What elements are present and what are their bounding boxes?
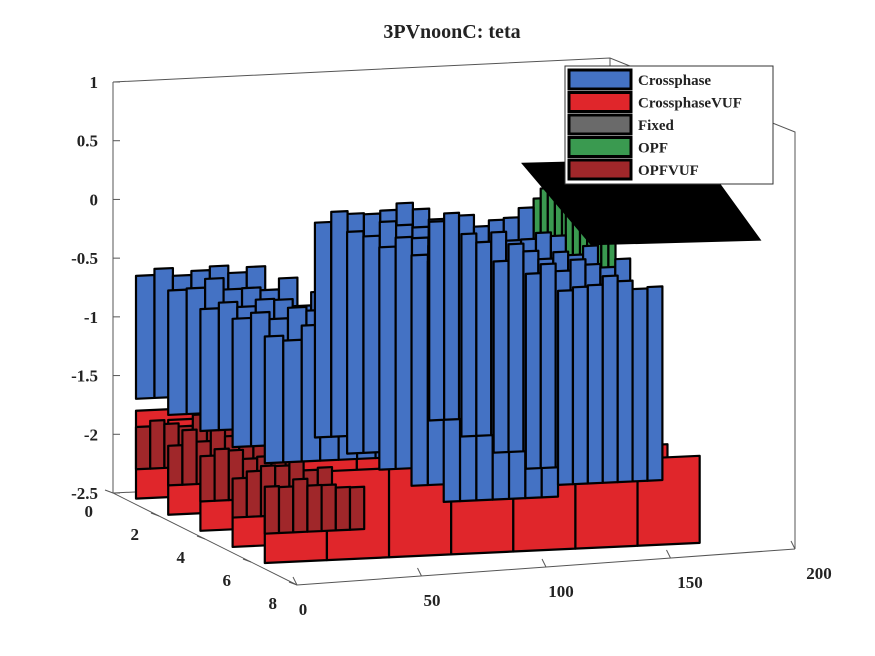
surface-patch [282,338,303,464]
surface-patch [571,285,589,486]
legend-entry: OPFVUF [638,163,699,179]
x-tick-mark [292,576,298,586]
x-tick-label: 0 [299,600,308,619]
surface-patch [181,428,198,486]
surface-patch [149,419,166,470]
surface-patch [443,211,461,421]
surface-patch [134,273,156,400]
surface-patch [306,483,323,533]
surface-plot [134,158,762,565]
surface-patch [213,447,230,502]
legend-swatch [567,91,633,113]
surface-patch [313,220,333,439]
surface-patch [601,274,619,484]
legend-entry: Fixed [638,118,674,134]
legend-entry: CrossphaseVUF [638,96,742,112]
z-tick-label: 0 [90,190,99,209]
surface-patch [524,272,542,470]
surface-patch [475,240,493,437]
surface-patch [492,259,510,454]
y-tick-mark [150,512,160,517]
surface-patch [199,454,216,503]
surface-patch [277,485,295,535]
surface-patch [410,253,429,487]
y-tick-label: 6 [223,571,232,590]
chart-title: 3PVnoonC: teta [383,21,520,43]
surface-patch [507,242,525,454]
y-tick-label: 4 [177,548,186,567]
surface-patch [167,444,184,487]
x-tick-label: 100 [548,582,574,601]
z-tick-label: -2 [84,425,98,444]
y-tick-mark [104,489,114,494]
surface-patch [292,477,309,534]
x-tick-label: 200 [806,564,832,583]
legend-swatch [567,68,633,91]
surface-patch [346,230,365,455]
z-tick-label: 0.5 [77,132,98,151]
surface-patch [631,287,649,483]
surface-patch [263,334,285,465]
y-tick-mark [288,581,298,586]
x-axis-ticks: 0 50 100 150 200 [292,540,832,619]
surface-crossphase [134,201,664,504]
surface-patch [378,245,397,471]
surface-patch [245,469,263,519]
surface-patch [334,485,352,532]
y-tick-label: 0 [85,502,94,521]
surface-opfvuf [134,413,366,535]
surface-patch [199,307,220,433]
surface-patch [428,220,446,422]
z-tick-label: -0.5 [71,249,98,268]
surface-patch [231,316,253,449]
surface-patch [556,289,575,486]
surface-patch [616,279,634,484]
legend-entry: OPF [638,141,668,157]
legend: Crossphase CrossphaseVUF Fixed OPF OPFVUF [564,65,774,185]
y-tick-label: 2 [131,525,140,544]
z-tick-label: 1 [90,73,99,92]
legend-entry: Crossphase [638,73,711,89]
z-tick-label: -1 [84,308,98,327]
y-tick-label: 8 [269,594,278,613]
legend-swatch [567,136,633,158]
z-tick-label: -2.5 [71,484,98,503]
surface-patch [320,483,337,533]
x-tick-label: 150 [677,573,703,592]
surface-patch [330,210,349,438]
y-axis-ticks: 0 2 4 6 8 [85,489,298,613]
x-tick-mark [666,549,671,559]
x-tick-mark [541,558,547,568]
surface-patch [231,476,248,519]
z-axis-ticks: 1 0.5 0 -0.5 -1 -1.5 -2 -2.5 [71,73,120,503]
surface-patch [134,425,152,471]
surface-patch [263,485,281,535]
surface-patch [167,288,188,417]
y-tick-mark [196,535,206,540]
surface-patch [348,485,366,531]
surface-patch [539,262,557,470]
y-tick-mark [242,558,252,563]
surface-patch [362,234,381,454]
legend-swatch [567,158,633,181]
surface-patch [646,285,664,482]
x-tick-mark [790,540,796,550]
surface-patch [586,283,604,485]
z-tick-label: -1.5 [71,367,98,386]
x-tick-mark [417,567,422,577]
surface-patch [394,235,414,471]
surface-patch [460,232,478,438]
legend-swatch [567,113,633,136]
x-tick-label: 50 [424,591,441,610]
